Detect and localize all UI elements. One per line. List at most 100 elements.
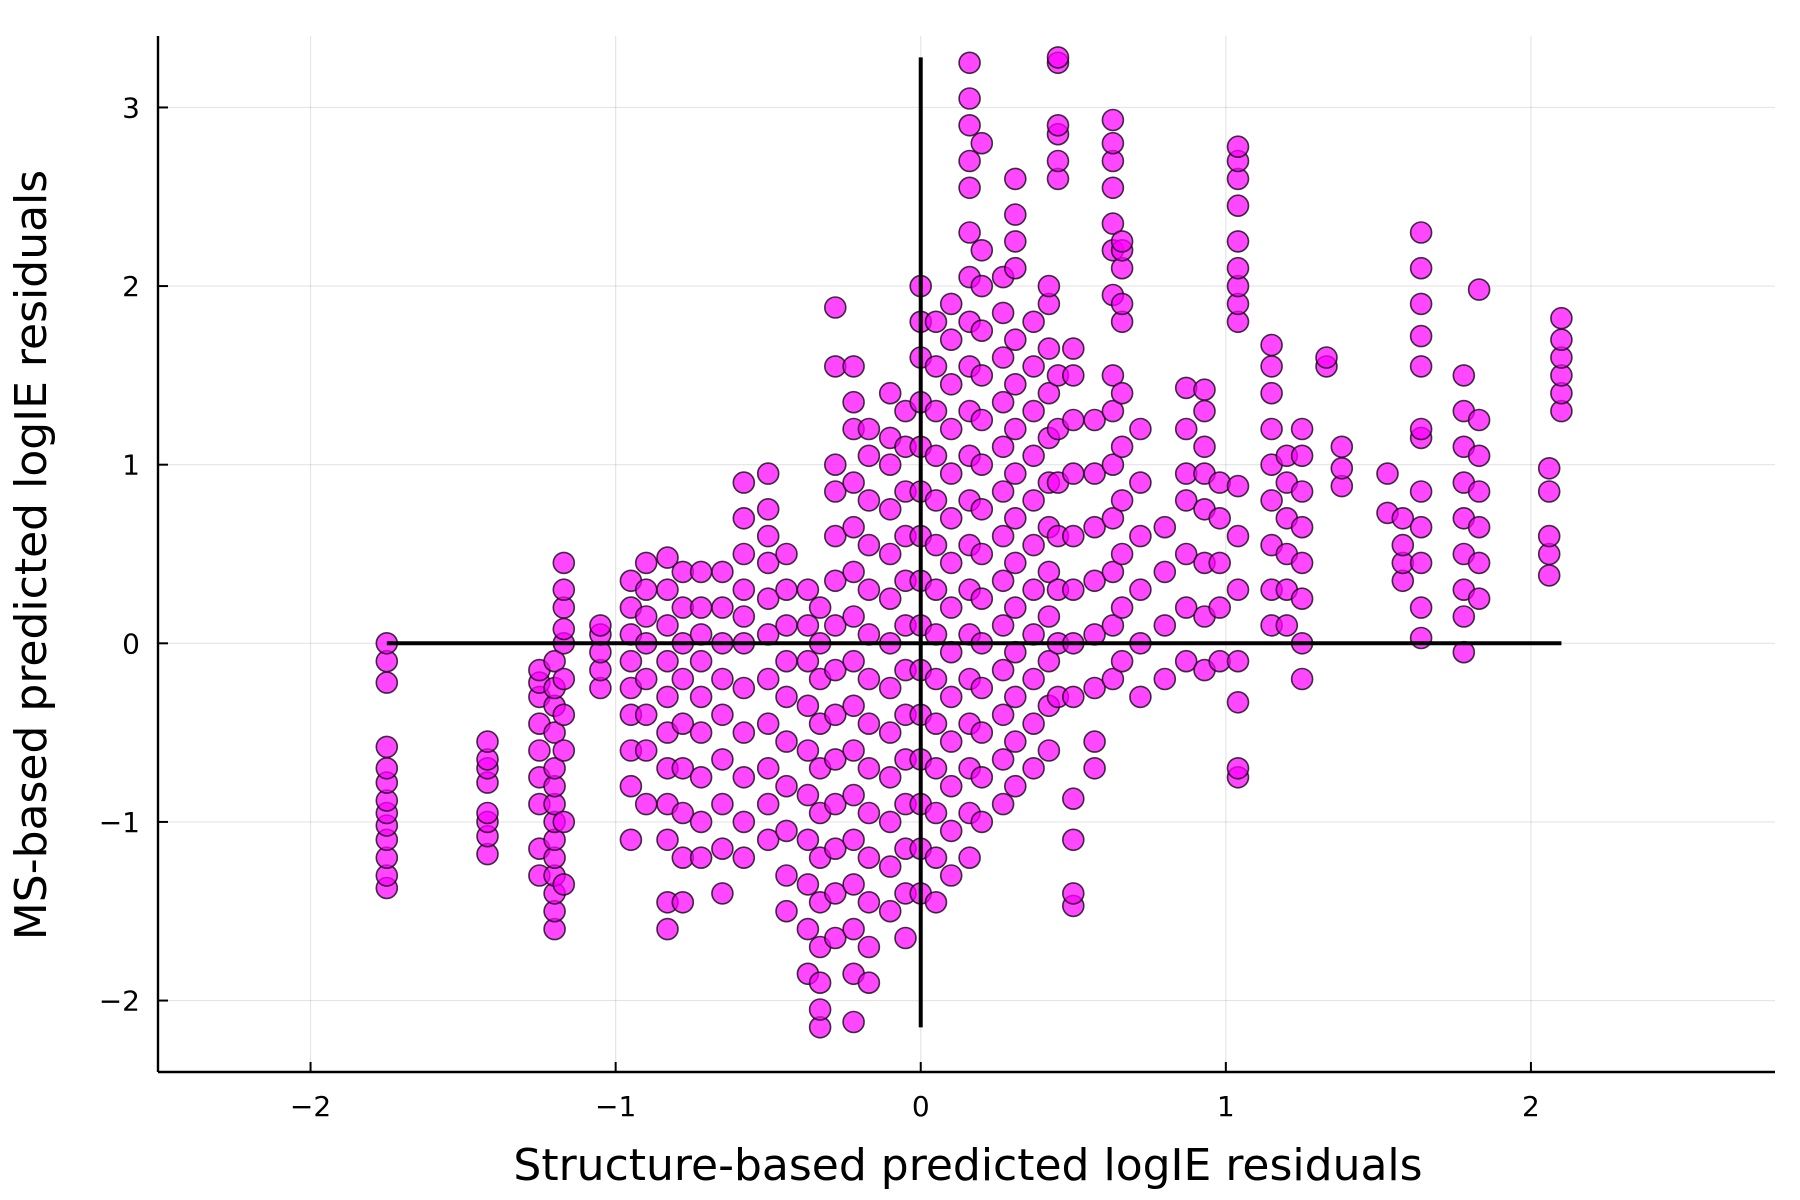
data-point	[1083, 462, 1106, 485]
data-point	[1391, 533, 1415, 557]
data-point	[689, 560, 713, 584]
data-point	[842, 917, 865, 941]
data-point	[756, 712, 780, 736]
data-point	[1409, 480, 1433, 503]
data-point	[1290, 587, 1314, 611]
data-point	[732, 471, 756, 494]
data-point	[1101, 364, 1125, 387]
data-point	[1037, 337, 1061, 360]
data-point	[1062, 787, 1085, 811]
data-point	[1467, 408, 1491, 432]
data-point	[970, 408, 994, 432]
data-point	[1193, 435, 1216, 459]
data-point	[1208, 506, 1231, 530]
data-point	[1290, 417, 1314, 441]
data-point	[775, 542, 798, 566]
data-point	[1174, 649, 1198, 673]
x-tick-label: 2	[1522, 1090, 1540, 1123]
data-point	[711, 882, 734, 905]
data-point	[878, 453, 902, 477]
data-point	[689, 596, 713, 619]
data-point	[756, 497, 780, 521]
data-point	[878, 855, 902, 878]
data-point	[1226, 690, 1250, 714]
data-point	[634, 739, 658, 762]
data-point	[1226, 756, 1250, 780]
data-point	[689, 649, 713, 673]
data-point	[1376, 462, 1399, 485]
data-point	[634, 551, 658, 575]
data-point	[842, 355, 865, 378]
data-point	[991, 658, 1015, 682]
data-point	[1062, 882, 1085, 905]
data-point	[528, 739, 551, 762]
data-point	[991, 703, 1015, 727]
data-point	[1467, 551, 1491, 575]
data-point	[796, 873, 820, 896]
x-axis-title: Structure-based predicted logIE residual…	[513, 1140, 1422, 1191]
data-point	[671, 801, 695, 825]
data-point	[1260, 489, 1283, 512]
data-point	[1046, 46, 1070, 69]
data-point	[732, 810, 756, 834]
data-point	[1537, 564, 1561, 587]
data-point	[1101, 176, 1125, 200]
data-point	[958, 51, 981, 75]
data-point	[924, 578, 948, 602]
data-point	[1452, 605, 1476, 628]
data-point	[1129, 524, 1152, 548]
data-point	[543, 756, 566, 780]
data-point	[1260, 333, 1283, 357]
data-point	[1022, 489, 1045, 512]
data-point	[756, 792, 780, 816]
data-point	[1110, 292, 1134, 316]
data-point	[1083, 569, 1106, 593]
data-point	[1129, 417, 1152, 441]
data-point	[1226, 474, 1250, 498]
data-point	[476, 801, 499, 825]
data-point	[823, 792, 847, 816]
data-point	[1226, 135, 1250, 158]
data-point	[842, 649, 865, 673]
y-tick-label: 3	[122, 91, 140, 124]
data-point	[1226, 578, 1250, 602]
data-point	[1062, 337, 1085, 360]
data-point	[796, 614, 820, 637]
data-point	[1290, 480, 1314, 503]
data-point	[970, 453, 994, 477]
data-point	[619, 828, 643, 852]
data-point	[543, 721, 566, 744]
data-point	[1129, 578, 1152, 602]
data-point	[1083, 408, 1106, 432]
data-point	[1101, 212, 1125, 235]
data-point	[1208, 471, 1231, 494]
data-point	[1290, 667, 1314, 691]
data-point	[1174, 596, 1198, 619]
data-point	[656, 649, 679, 673]
data-point	[1226, 194, 1250, 217]
data-point	[857, 417, 881, 441]
data-point	[1226, 524, 1250, 548]
data-point	[1003, 685, 1027, 709]
data-point	[878, 542, 902, 566]
data-point	[842, 471, 865, 494]
data-point	[1467, 587, 1491, 611]
data-point	[689, 846, 713, 870]
data-point	[991, 435, 1015, 459]
data-point	[991, 614, 1015, 637]
data-point	[671, 667, 695, 691]
data-point	[1275, 614, 1299, 637]
data-point	[823, 569, 847, 593]
data-point	[970, 587, 994, 611]
data-point	[857, 578, 881, 602]
data-point	[842, 694, 865, 718]
data-point	[808, 998, 832, 1021]
data-point	[1003, 506, 1027, 530]
data-point	[775, 730, 798, 753]
data-point	[924, 801, 948, 825]
data-point	[1022, 756, 1045, 780]
data-point	[1022, 310, 1045, 334]
data-point	[775, 649, 798, 673]
data-point	[823, 703, 847, 727]
